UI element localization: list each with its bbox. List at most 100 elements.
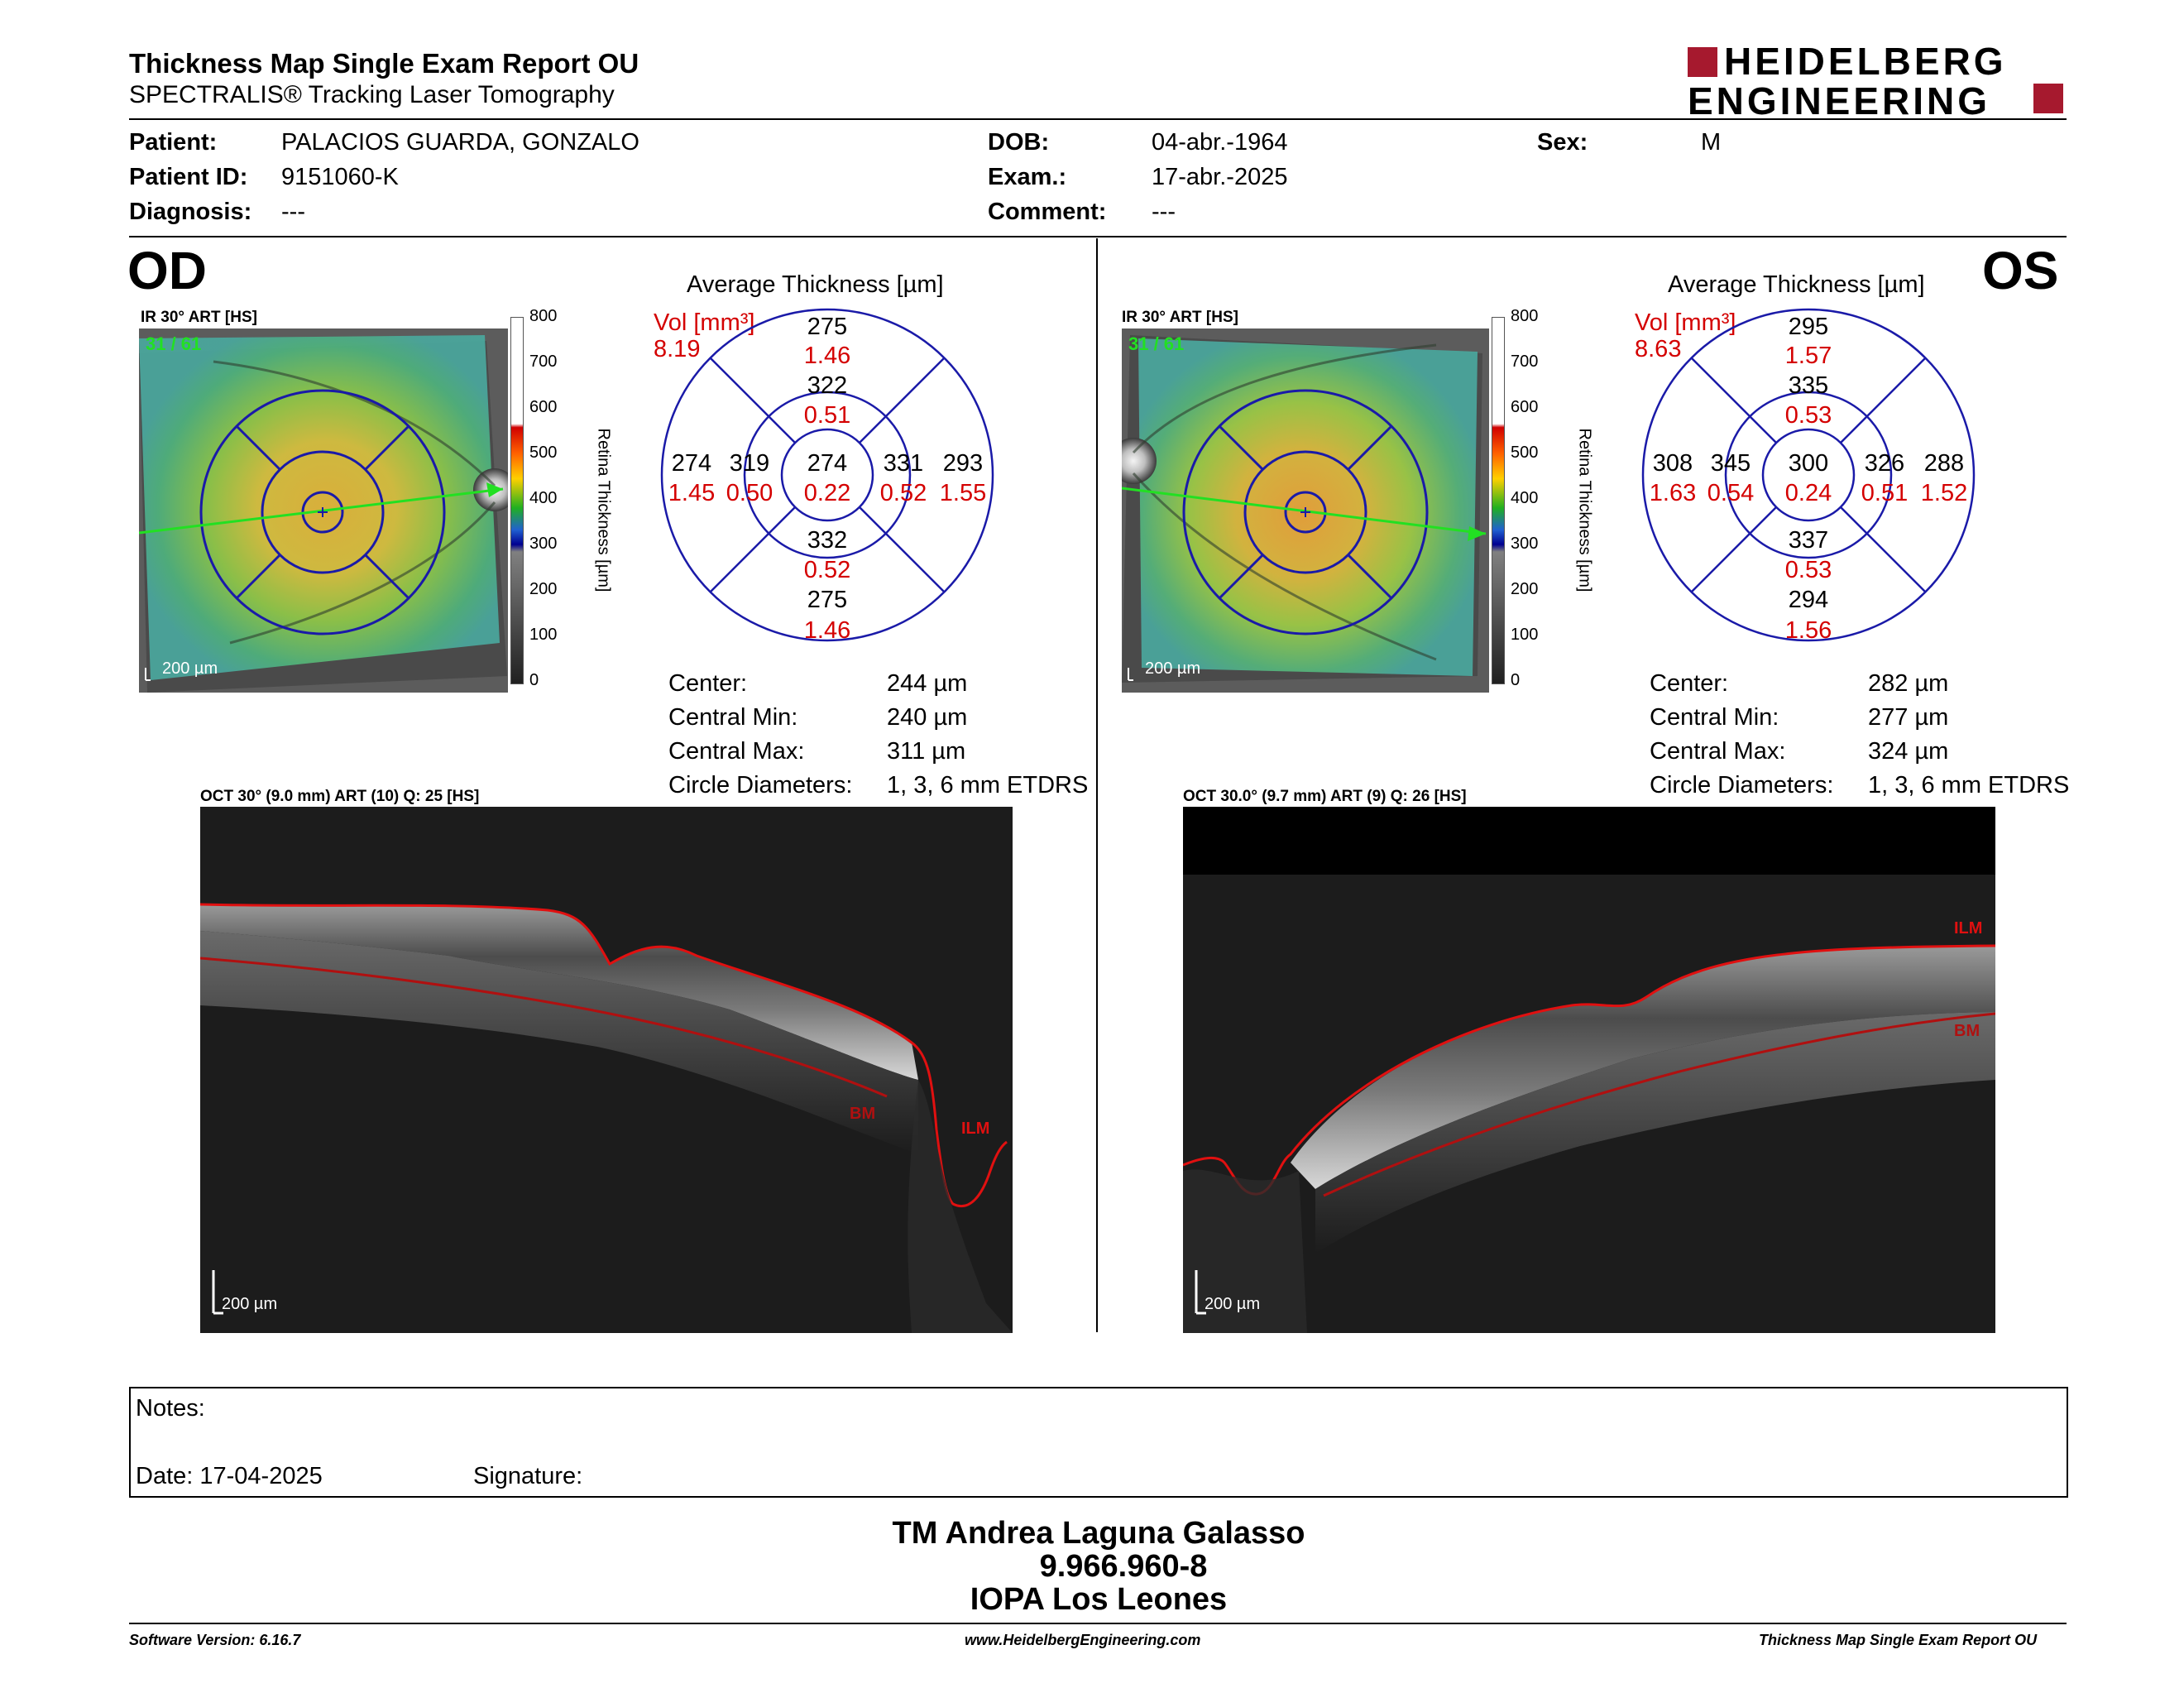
os-outer-top-thickness: 295 <box>1788 314 1829 340</box>
od-outer-bottom-volume: 1.46 <box>803 617 851 644</box>
od-eye-label: OD <box>127 241 207 300</box>
patient-name: PALACIOS GUARDA, GONZALO <box>281 129 639 156</box>
od-inner-right-volume: 0.52 <box>879 480 927 506</box>
od-oct-label: OCT 30° (9.0 mm) ART (10) Q: 25 [HS] <box>200 788 480 805</box>
os-vol-label: Vol [mm³] <box>1635 309 1736 336</box>
os-oct-bscan: 200 µm ILM BM <box>1182 807 1996 1333</box>
comment-label: Comment: <box>988 199 1107 225</box>
os-vol-value: 8.63 <box>1635 336 1682 362</box>
od-stat-center-value: 244 µm <box>887 670 968 697</box>
od-stat-diam-value: 1, 3, 6 mm ETDRS <box>887 772 1089 798</box>
notes-date: Date: 17-04-2025 <box>136 1463 323 1489</box>
od-avg-title: Average Thickness [µm] <box>687 271 944 298</box>
signer-id: 9.966.960-8 <box>1039 1549 1208 1584</box>
os-oct-scale: 200 µm <box>1205 1295 1261 1313</box>
os-stat-center-label: Center: <box>1650 670 1729 697</box>
os-inner-top-thickness: 335 <box>1788 372 1829 399</box>
od-outer-top-thickness: 275 <box>807 314 848 340</box>
od-inner-top-thickness: 322 <box>807 372 848 399</box>
notes-label: Notes: <box>136 1395 205 1422</box>
os-outer-right-thickness: 288 <box>1923 450 1965 477</box>
od-outer-right-volume: 1.55 <box>939 480 987 506</box>
od-stat-center-label: Center: <box>668 670 748 697</box>
od-center-volume: 0.22 <box>803 480 851 506</box>
os-stat-diam-value: 1, 3, 6 mm ETDRS <box>1868 772 2070 798</box>
os-stat-max-value: 324 µm <box>1868 738 1949 765</box>
os-inner-right-thickness: 326 <box>1864 450 1905 477</box>
os-colorbar-ticks: 800 700 600 500 400 300 200 100 0 <box>1511 307 1539 689</box>
od-fundus-thickness-map: 31 / 61 200 µm <box>138 328 516 693</box>
os-outer-left-thickness: 308 <box>1652 450 1693 477</box>
os-bm-label: BM <box>1954 1022 1980 1040</box>
od-colorbar-ticks: 800 700 600 500 400 300 200 100 0 <box>529 307 558 689</box>
od-stat-min-label: Central Min: <box>668 704 798 731</box>
os-stat-diam-label: Circle Diameters: <box>1650 772 1834 798</box>
footer-website-link[interactable]: www.HeidelbergEngineering.com <box>965 1632 1201 1648</box>
os-inner-bottom-thickness: 337 <box>1788 527 1829 554</box>
od-outer-left-volume: 1.45 <box>668 480 716 506</box>
footer-software-version: Software Version: 6.16.7 <box>129 1632 301 1648</box>
dob-value: 04-abr.-1964 <box>1152 129 1288 156</box>
footer-report-name: Thickness Map Single Exam Report OU <box>1759 1632 2038 1648</box>
exam-value: 17-abr.-2025 <box>1152 164 1288 190</box>
od-stat-max-value: 311 µm <box>887 738 966 765</box>
od-inner-bottom-thickness: 332 <box>807 527 848 554</box>
exam-label: Exam.: <box>988 164 1067 190</box>
os-outer-bottom-volume: 1.56 <box>1784 617 1832 644</box>
os-etdrs-grid <box>1641 308 1976 642</box>
os-stat-min-value: 277 µm <box>1868 704 1949 731</box>
os-fundus-thickness-map: 31 / 61 200 µm <box>1110 328 1489 693</box>
patient-label: Patient: <box>129 129 218 156</box>
od-oct-scale: 200 µm <box>222 1295 278 1313</box>
os-colorbar-title: Retina Thickness [µm] <box>1575 428 1594 592</box>
dob-label: DOB: <box>988 129 1050 156</box>
od-colorbar-title: Retina Thickness [µm] <box>594 428 613 592</box>
notes-box: Notes: Date: 17-04-2025 Signature: <box>129 1387 2068 1498</box>
os-ilm-label: ILM <box>1954 919 1983 938</box>
os-ir-label: IR 30° ART [HS] <box>1122 309 1238 326</box>
diagnosis-value: --- <box>281 199 305 225</box>
od-inner-left-volume: 0.50 <box>726 480 774 506</box>
os-inner-left-volume: 0.54 <box>1707 480 1755 506</box>
os-avg-title: Average Thickness [µm] <box>1668 271 1925 298</box>
os-outer-right-volume: 1.52 <box>1920 480 1968 506</box>
od-inner-top-volume: 0.51 <box>803 402 851 429</box>
diagnosis-label: Diagnosis: <box>129 199 252 225</box>
os-outer-top-volume: 1.57 <box>1784 343 1832 369</box>
os-eye-label: OS <box>1982 241 2059 300</box>
od-colorbar <box>510 317 524 684</box>
os-stat-min-label: Central Min: <box>1650 704 1779 731</box>
patient-id: 9151060-K <box>281 164 399 190</box>
od-vol-value: 8.19 <box>654 336 701 362</box>
od-outer-bottom-thickness: 275 <box>807 587 848 613</box>
os-frame-count: 31 / 61 <box>1128 333 1185 354</box>
os-inner-bottom-volume: 0.53 <box>1784 557 1832 583</box>
os-inner-top-volume: 0.53 <box>1784 402 1832 429</box>
os-inner-right-volume: 0.51 <box>1861 480 1909 506</box>
od-outer-left-thickness: 274 <box>671 450 712 477</box>
heidelberg-logo: HEIDELBERG ENGINEERING <box>1688 42 2068 120</box>
signer-name: TM Andrea Laguna Galasso <box>892 1516 1305 1551</box>
os-inner-left-thickness: 345 <box>1710 450 1751 477</box>
comment-value: --- <box>1152 199 1176 225</box>
os-scale-label: 200 µm <box>1145 659 1201 678</box>
od-stat-diam-label: Circle Diameters: <box>668 772 853 798</box>
notes-signature-label[interactable]: Signature: <box>473 1463 583 1489</box>
os-stat-max-label: Central Max: <box>1650 738 1786 765</box>
od-oct-bscan: 200 µm ILM BM <box>199 807 1013 1333</box>
report-subtitle: SPECTRALIS® Tracking Laser Tomography <box>129 81 615 108</box>
od-stat-min-value: 240 µm <box>887 704 968 731</box>
signer-institution: IOPA Los Leones <box>970 1582 1228 1617</box>
os-oct-label: OCT 30.0° (9.7 mm) ART (9) Q: 26 [HS] <box>1183 788 1467 805</box>
patient-id-label: Patient ID: <box>129 164 248 190</box>
od-center-thickness: 274 <box>807 450 848 477</box>
sex-label: Sex: <box>1537 129 1588 156</box>
od-ir-label: IR 30° ART [HS] <box>141 309 257 326</box>
os-outer-bottom-thickness: 294 <box>1788 587 1829 613</box>
os-outer-left-volume: 1.63 <box>1649 480 1697 506</box>
od-etdrs-grid <box>660 308 994 642</box>
od-inner-bottom-volume: 0.52 <box>803 557 851 583</box>
os-colorbar <box>1492 317 1505 684</box>
od-ilm-label: ILM <box>961 1120 990 1138</box>
od-stat-max-label: Central Max: <box>668 738 805 765</box>
